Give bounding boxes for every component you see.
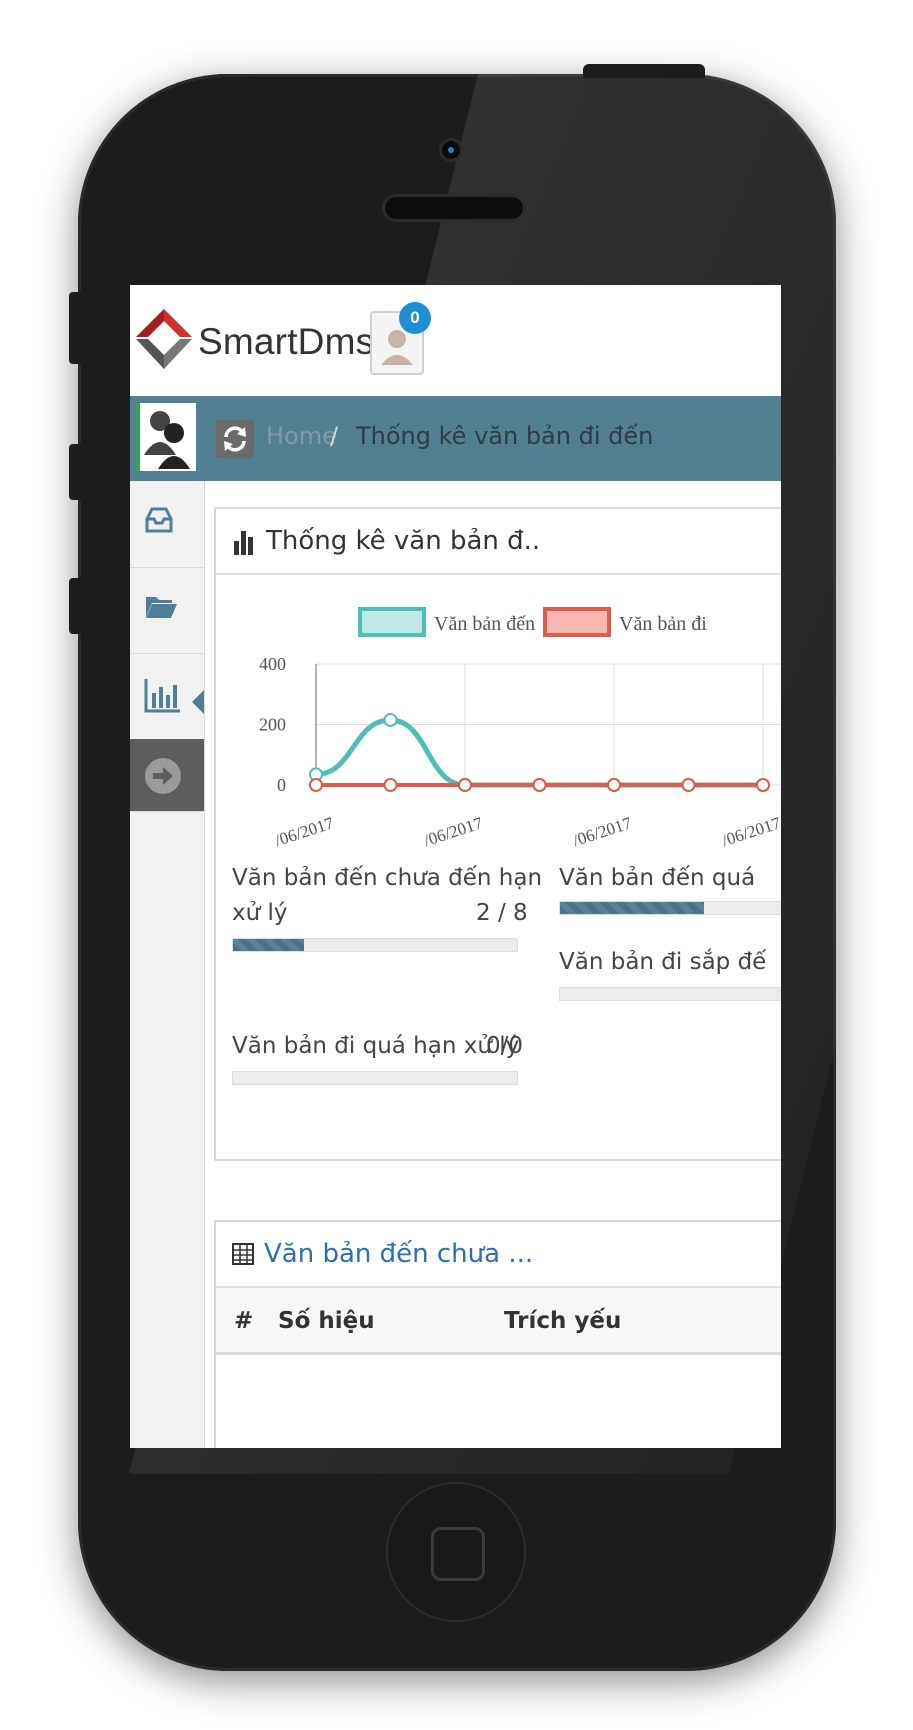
breadcrumb: Home / Thống kê văn bản đi đến	[204, 396, 781, 481]
stats-panel-header: Thống kê văn bản đ..	[216, 509, 781, 575]
sidebar-item-inbox[interactable]	[130, 481, 204, 568]
stat-label-incoming-pending: Văn bản đến chưa đến hạn	[232, 865, 543, 891]
stats-panel-title: Thống kê văn bản đ..	[266, 526, 541, 556]
progress-outgoing-overdue	[232, 1071, 518, 1085]
stats-panel: Thống kê văn bản đ.. Văn bản đến Văn bản…	[214, 507, 781, 1161]
home-button	[386, 1482, 526, 1622]
top-bar: SmartDms 0	[130, 285, 781, 396]
stat-label-incoming-pending-cont: xử lý	[232, 900, 288, 926]
data-point-1	[681, 778, 696, 792]
sidebar-user[interactable]	[130, 396, 204, 481]
bar-chart-icon	[234, 531, 253, 555]
folder-open-icon	[146, 597, 177, 618]
data-point-0	[383, 712, 398, 727]
series-line-0	[315, 717, 763, 788]
breadcrumb-separator: /	[330, 422, 339, 450]
stat-value-outgoing-overdue: 0/0	[486, 1033, 524, 1059]
sidebar-item-logout[interactable]	[130, 739, 204, 812]
table-header: # Số hiệu Trích yếu	[216, 1288, 781, 1355]
bar-chart-icon	[144, 679, 180, 713]
notification-badge[interactable]: 0	[399, 302, 431, 334]
front-camera	[442, 141, 460, 159]
progress-fill	[233, 939, 304, 951]
stat-value-incoming-pending: 2 / 8	[476, 900, 528, 926]
breadcrumb-home-link[interactable]: Home	[266, 422, 337, 450]
progress-incoming-pending	[232, 938, 518, 952]
arrow-right-circle-icon	[145, 758, 181, 794]
data-point-1	[607, 778, 621, 792]
users-icon	[144, 411, 190, 469]
power-button	[583, 64, 705, 78]
breadcrumb-current: Thống kê văn bản đi đến	[356, 422, 654, 450]
progress-outgoing-soon	[559, 987, 781, 1001]
stat-label-outgoing-soon: Văn bản đi sắp đế	[559, 949, 767, 975]
earpiece-speaker	[385, 197, 523, 219]
smartdms-logo-icon	[136, 309, 192, 369]
active-indicator	[192, 690, 204, 714]
sidebar-item-folder[interactable]	[130, 567, 204, 654]
progress-fill	[560, 902, 704, 914]
stat-label-incoming-overdue: Văn bản đến quá	[559, 865, 756, 891]
stat-label-outgoing-overdue: Văn bản đi quá hạn xử lý	[232, 1033, 520, 1059]
user-photo	[136, 403, 196, 471]
legend-swatch-0	[358, 607, 426, 637]
x-tick-label: /06/2017	[571, 813, 635, 850]
x-tick-label: /06/2017	[273, 813, 337, 850]
column-header-summary[interactable]: Trích yếu	[504, 1308, 622, 1334]
table-panel: Văn bản đến chưa ... # Số hiệu Trích yếu	[214, 1220, 781, 1448]
screen: SmartDms 0	[130, 285, 781, 1448]
line-chart: Văn bản đến Văn bản đi 400 200 0/06/2017/0…	[259, 607, 781, 850]
volume-down-button	[69, 578, 81, 634]
legend-label-0: Văn bản đến	[434, 613, 535, 635]
y-tick-label: 200	[259, 715, 286, 735]
x-tick-label: /06/2017	[422, 813, 486, 850]
progress-incoming-overdue	[559, 901, 781, 915]
y-tick-label: 0	[277, 775, 286, 795]
table-panel-title[interactable]: Văn bản đến chưa ...	[264, 1239, 534, 1269]
brand-name: SmartDms	[198, 321, 375, 362]
sidebar	[130, 396, 205, 1448]
x-tick-label: /06/2017	[720, 813, 781, 850]
y-tick-label: 400	[259, 654, 286, 674]
refresh-button[interactable]	[216, 420, 254, 458]
table-panel-header: Văn bản đến chưa ...	[216, 1222, 781, 1288]
mute-switch	[69, 292, 81, 364]
data-point-1	[458, 778, 472, 792]
data-point-1	[309, 778, 323, 792]
column-header-index[interactable]: #	[234, 1308, 254, 1334]
data-point-1	[383, 778, 398, 792]
refresh-icon	[224, 426, 246, 452]
legend-label-1: Văn bản đi	[619, 613, 707, 635]
user-avatar-icon	[381, 330, 413, 365]
volume-up-button	[69, 444, 81, 500]
legend-swatch-1	[543, 607, 611, 637]
table-icon	[232, 1243, 254, 1265]
sidebar-item-statistics[interactable]	[130, 653, 204, 740]
data-point-1	[756, 778, 770, 792]
column-header-number[interactable]: Số hiệu	[278, 1308, 375, 1334]
data-point-1	[532, 778, 547, 792]
inbox-icon	[145, 507, 173, 533]
